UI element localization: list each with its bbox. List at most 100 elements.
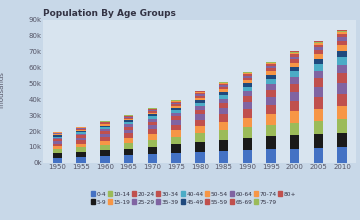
Bar [171, 101, 181, 103]
Text: Thousands: Thousands [0, 72, 5, 110]
Bar [314, 54, 323, 59]
Bar [243, 76, 252, 78]
Bar [243, 150, 252, 163]
Bar [100, 127, 110, 129]
Bar [195, 114, 204, 120]
Bar [124, 117, 133, 118]
Bar [337, 94, 347, 106]
Bar [100, 121, 110, 122]
Bar [171, 106, 181, 108]
Bar [100, 156, 110, 163]
Bar [124, 138, 133, 143]
Bar [243, 74, 252, 76]
Bar [195, 133, 204, 142]
Bar [76, 127, 86, 128]
Bar [124, 143, 133, 148]
Bar [53, 153, 62, 158]
Bar [290, 92, 300, 101]
Bar [124, 122, 133, 124]
Bar [53, 134, 62, 135]
Bar [266, 105, 276, 114]
Bar [314, 71, 323, 78]
Bar [337, 83, 347, 94]
Bar [53, 141, 62, 144]
Bar [124, 124, 133, 127]
Bar [243, 78, 252, 80]
Bar [100, 145, 110, 150]
Bar [53, 158, 62, 163]
Bar [266, 71, 276, 75]
Bar [314, 42, 323, 43]
Bar [148, 113, 157, 114]
Bar [266, 114, 276, 125]
Bar [171, 153, 181, 163]
Bar [100, 134, 110, 137]
Bar [219, 130, 228, 140]
Bar [290, 63, 300, 66]
Bar [148, 125, 157, 129]
Bar [124, 148, 133, 155]
Bar [290, 59, 300, 63]
Bar [195, 92, 204, 93]
Bar [195, 126, 204, 133]
Bar [100, 141, 110, 145]
Bar [76, 134, 86, 136]
Bar [124, 118, 133, 119]
Bar [314, 97, 323, 109]
Bar [171, 104, 181, 106]
Bar [171, 130, 181, 137]
Bar [314, 87, 323, 97]
Bar [243, 109, 252, 117]
Bar [337, 32, 347, 35]
Bar [195, 103, 204, 106]
Bar [290, 66, 300, 71]
Bar [337, 65, 347, 73]
Bar [148, 122, 157, 125]
Bar [124, 130, 133, 133]
Bar [76, 157, 86, 163]
Bar [171, 120, 181, 125]
Bar [124, 155, 133, 163]
Bar [290, 53, 300, 54]
Bar [337, 57, 347, 65]
Bar [148, 111, 157, 113]
Bar [171, 103, 181, 104]
Bar [290, 52, 300, 53]
Bar [148, 140, 157, 147]
Bar [337, 30, 347, 31]
Bar [243, 87, 252, 91]
Bar [290, 71, 300, 77]
Bar [195, 98, 204, 100]
Bar [266, 75, 276, 79]
Bar [243, 91, 252, 96]
Bar [219, 140, 228, 151]
Bar [314, 59, 323, 64]
Bar [124, 119, 133, 120]
Bar [100, 125, 110, 126]
Bar [148, 147, 157, 154]
Bar [219, 83, 228, 84]
Bar [195, 94, 204, 96]
Bar [266, 97, 276, 105]
Bar [314, 121, 323, 134]
Bar [195, 106, 204, 110]
Bar [124, 127, 133, 130]
Bar [76, 136, 86, 138]
Bar [195, 110, 204, 114]
Bar [337, 147, 347, 163]
Bar [266, 64, 276, 66]
Bar [266, 125, 276, 136]
Bar [314, 43, 323, 44]
Legend: 0-4, 5-9, 10-14, 15-19, 20-24, 25-29, 30-34, 35-39, 40-44, 45-49, 50-54, 55-59, : 0-4, 5-9, 10-14, 15-19, 20-24, 25-29, 30… [91, 191, 296, 205]
Bar [266, 63, 276, 64]
Bar [148, 110, 157, 111]
Bar [100, 129, 110, 131]
Bar [53, 149, 62, 153]
Bar [53, 138, 62, 139]
Bar [195, 93, 204, 94]
Bar [290, 136, 300, 149]
Bar [124, 116, 133, 117]
Bar [266, 149, 276, 163]
Bar [76, 144, 86, 147]
Bar [148, 129, 157, 134]
